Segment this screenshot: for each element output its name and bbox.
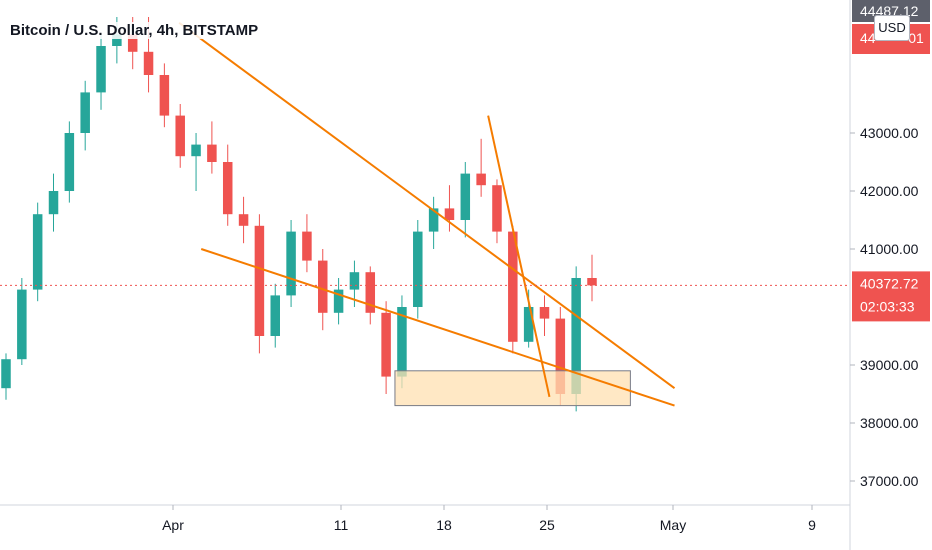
y-tick-label: 38000.00 [860,415,919,431]
trend-line [178,21,676,390]
candle-body [318,260,328,313]
candle-body [80,92,90,133]
candle-body [381,312,391,377]
candle-body [539,307,550,319]
partial-price-label: 44 [860,30,876,46]
y-tick-label: 43000.00 [860,125,919,141]
candle-body [270,295,280,336]
candle-body [302,231,312,261]
candle-body [428,208,439,232]
y-tick-label: 39000.00 [860,357,919,373]
candle-body [112,34,122,46]
y-tick-label: 37000.00 [860,473,919,489]
plot-area [0,0,850,505]
candle-body [159,75,170,116]
current-price-box [852,271,930,322]
candle-body [64,133,75,191]
x-tick-label: 18 [436,517,452,533]
top-price-label-box [852,0,930,22]
candle-body [492,185,502,232]
candle-body [555,318,566,394]
candle-body [222,162,233,215]
candle-body [508,231,518,342]
countdown-label: 02:03:33 [860,298,915,314]
candle-body [286,231,296,296]
x-tick-label: May [660,517,686,533]
chart-title: Bitcoin / U.S. Dollar, 4h, BITSTAMP [8,22,261,39]
candle-body [523,307,534,342]
x-tick-label: 25 [539,517,555,533]
x-tick-label: 9 [808,517,816,533]
x-tick-label: 11 [334,517,349,533]
candle-body [48,191,59,215]
candle-body [207,144,217,162]
candle-body [254,225,265,336]
candle-body [413,231,423,307]
candle-body [349,272,360,290]
y-tick-label: 41000.00 [860,241,919,257]
candle-body [571,278,581,394]
candle-body [238,214,249,226]
candle-body [587,278,597,286]
candle-body [333,289,344,313]
candle-body [191,144,201,157]
x-tick-label: Apr [162,517,184,533]
candle-body [397,307,407,377]
candle-body [365,272,376,313]
candle-body [32,214,43,290]
candle-body [127,34,138,52]
candle-body [175,115,185,157]
candle-body [476,173,486,186]
partial-price-suffix: 01 [908,30,924,46]
y-tick-label: 42000.00 [860,183,919,199]
candle-body [444,208,455,220]
current-price-label: 40372.72 [860,275,919,291]
candle-body [143,51,154,75]
trend-line [200,248,675,407]
currency-button[interactable]: USD [874,15,910,41]
trend-line [487,115,551,398]
candle-body [17,289,27,360]
candle-body [460,173,471,220]
support-zone [394,370,631,407]
candle-body [96,46,106,93]
candle-body [1,359,11,389]
